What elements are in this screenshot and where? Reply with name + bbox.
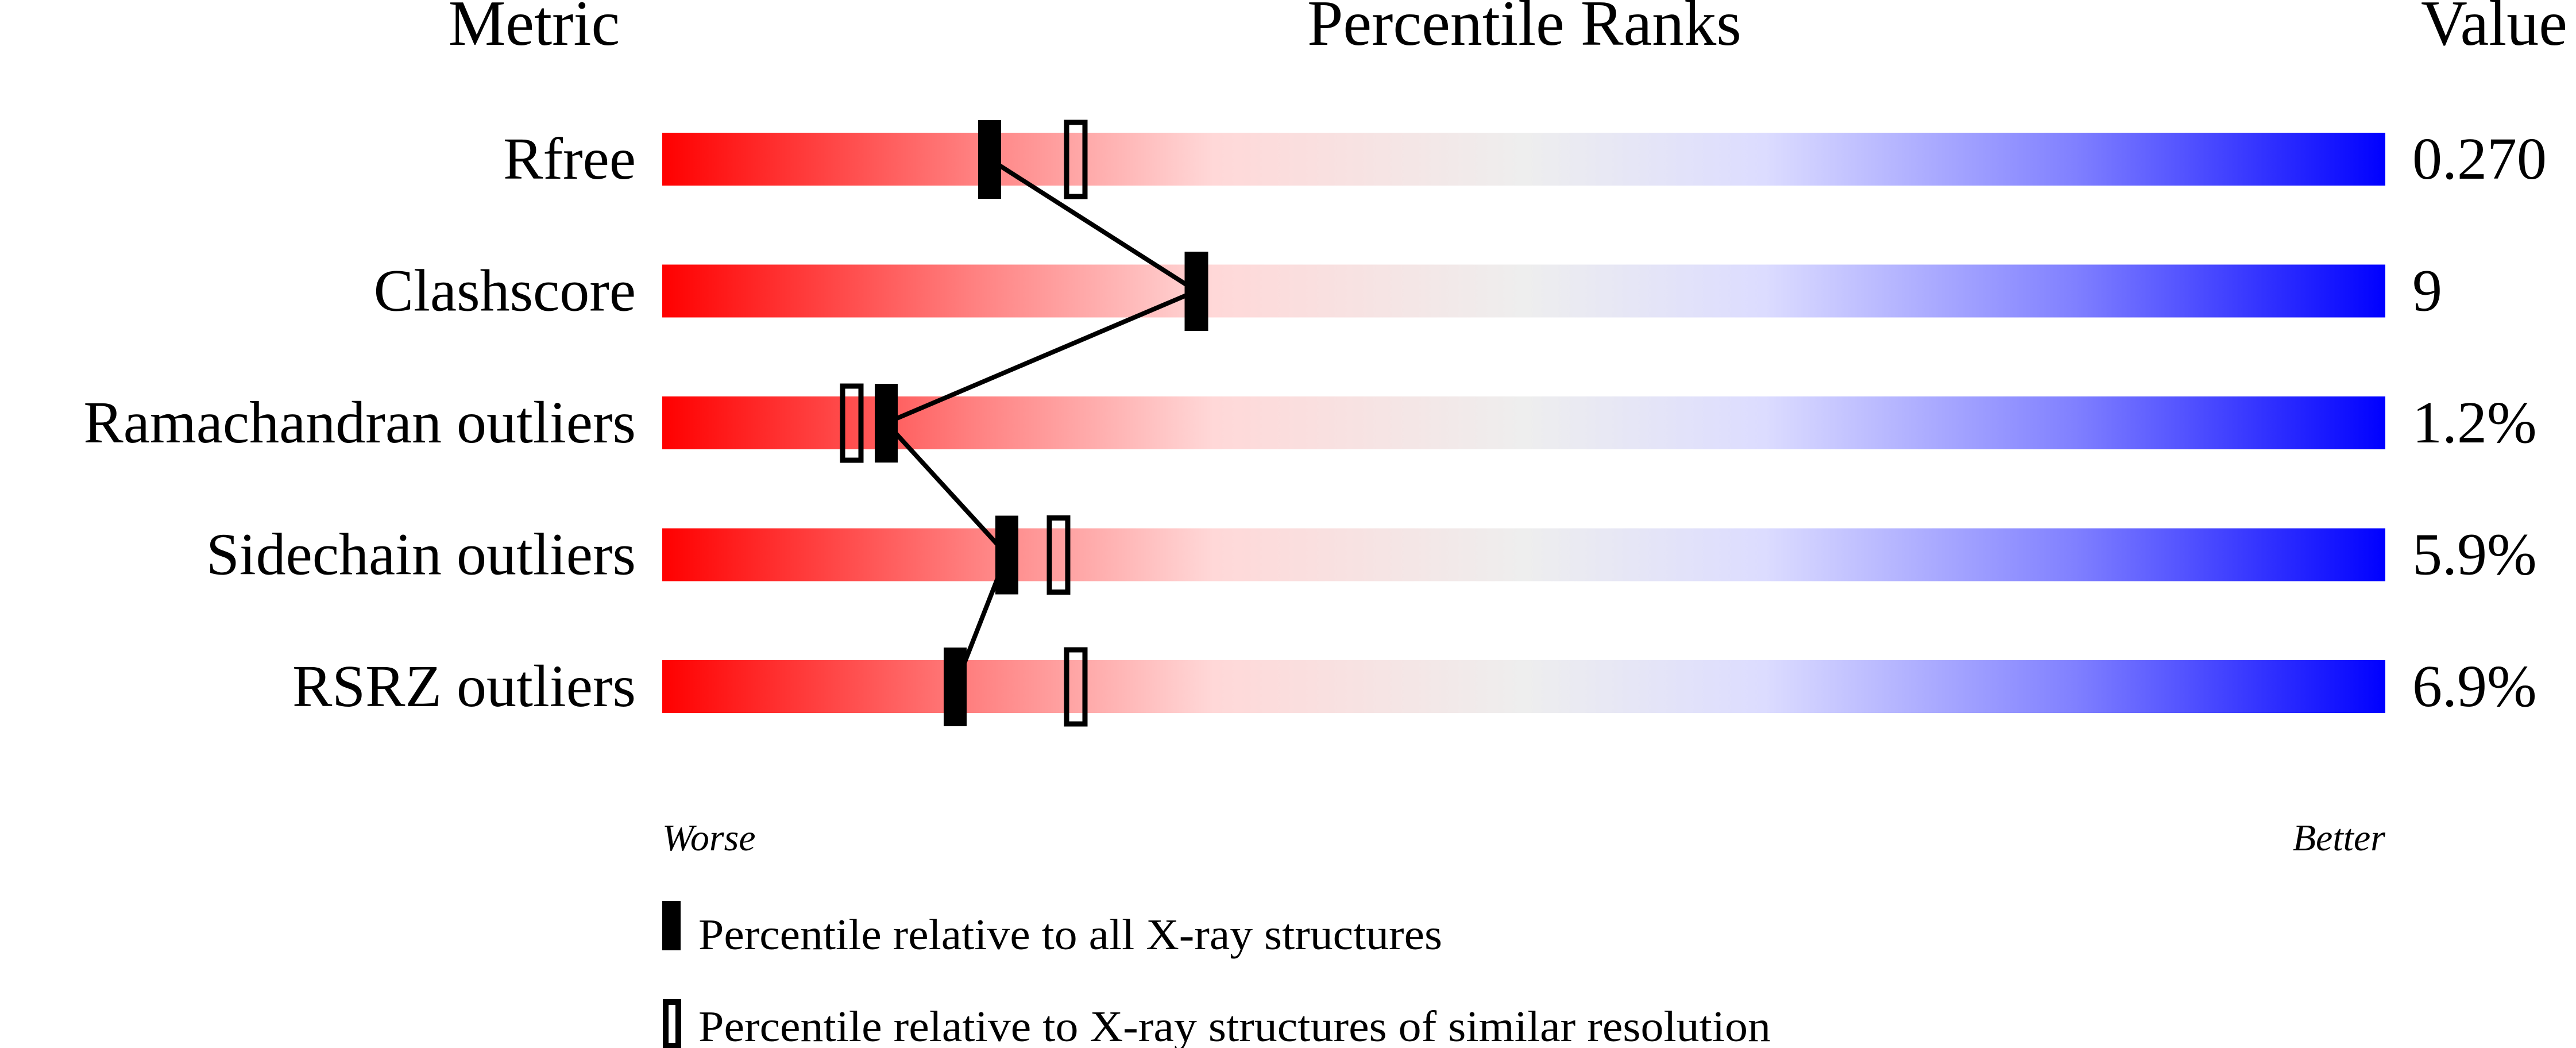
gradient-bar <box>662 660 2385 713</box>
gradient-bar <box>662 133 2385 186</box>
percentile-all-marker <box>978 120 1001 199</box>
percentile-all-marker <box>875 384 898 463</box>
header-value: Value <box>2421 0 2567 59</box>
legend-open-marker-icon <box>663 999 681 1048</box>
axis-label-worse: Worse <box>662 817 756 859</box>
percentile-similar-marker <box>1064 647 1088 727</box>
legend-label-all: Percentile relative to all X-ray structu… <box>698 911 1442 959</box>
metric-label: Sidechain outliers <box>206 522 636 588</box>
metric-value: 1.2% <box>2412 390 2537 456</box>
axis-label-better: Better <box>2293 817 2386 859</box>
percentile-similar-marker <box>840 383 864 463</box>
connector-line <box>988 157 1198 293</box>
metric-label: RSRZ outliers <box>292 653 636 719</box>
gradient-bar <box>662 264 2385 318</box>
percentile-similar-marker <box>1046 515 1071 595</box>
gradient-bar <box>662 396 2385 449</box>
metric-value: 6.9% <box>2412 653 2537 719</box>
metric-value: 9 <box>2412 258 2442 324</box>
connector-line <box>885 421 1009 557</box>
percentile-similar-marker <box>1184 252 1208 331</box>
header-percentile-ranks: Percentile Ranks <box>1307 0 1741 59</box>
percentile-similar-marker <box>1064 120 1088 199</box>
connector-line <box>885 288 1198 425</box>
metric-value: 0.270 <box>2412 126 2547 192</box>
header-metric: Metric <box>449 0 620 59</box>
percentile-all-marker <box>995 515 1018 595</box>
percentile-all-marker <box>944 648 967 726</box>
metric-label: Ramachandran outliers <box>83 390 636 456</box>
legend-filled-marker-icon <box>662 901 681 950</box>
gradient-bar <box>662 528 2385 581</box>
metric-label: Rfree <box>503 126 636 192</box>
metric-label: Clashscore <box>374 258 636 324</box>
legend-label-similar: Percentile relative to X-ray structures … <box>698 1003 1771 1048</box>
metric-value: 5.9% <box>2412 522 2537 588</box>
